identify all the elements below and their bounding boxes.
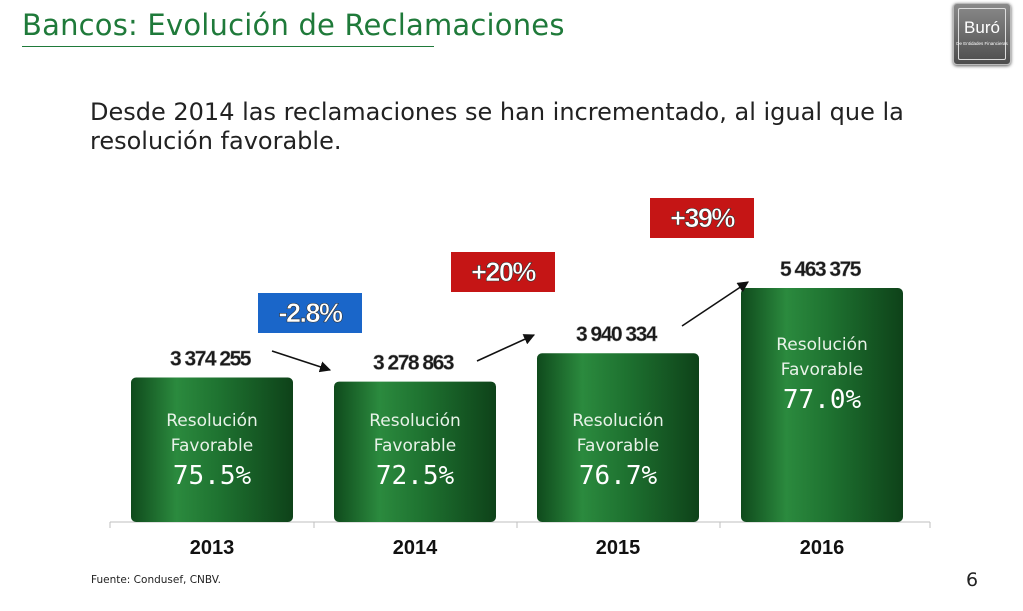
bar-2014 [334, 381, 496, 522]
change-label: +39% [670, 203, 735, 233]
value-label-2013: 3 374 255 [170, 347, 252, 370]
page-number: 6 [966, 569, 979, 591]
bar-resolution-value: 72.5% [376, 461, 455, 491]
logo-name: Buró [964, 18, 1000, 37]
bar-2016 [741, 288, 903, 522]
change-badge [650, 198, 754, 238]
title-underline [22, 46, 434, 47]
value-label-2015: 3 940 334 [576, 323, 658, 346]
bar-resolution-value: 75.5% [173, 461, 252, 491]
buro-logo: Buró De Entidades Financieras [953, 3, 1011, 65]
change-label: +20% [471, 257, 536, 287]
bar-resolution-value: 77.0% [783, 385, 862, 415]
bar-text-favorable: Favorable [374, 436, 456, 456]
category-label-2014: 2014 [393, 537, 438, 559]
bar-text-resolucion: Resolución [369, 411, 461, 431]
value-label-2014: 3 278 863 [373, 352, 454, 375]
bar-2015 [537, 353, 699, 522]
value-label-2016: 5 463 375 [780, 258, 862, 281]
bar-resolution-value: 76.7% [579, 461, 658, 491]
logo-subtitle: De Entidades Financieras [956, 41, 1008, 46]
slide-subtitle: Desde 2014 las reclamaciones se han incr… [90, 98, 904, 155]
category-label-2016: 2016 [800, 537, 845, 559]
bar-text-resolucion: Resolución [572, 411, 664, 431]
bar-text-favorable: Favorable [171, 436, 253, 456]
category-label-2015: 2015 [596, 537, 641, 559]
change-arrow [476, 334, 536, 362]
change-label: -2.8% [278, 298, 343, 328]
slide-title: Bancos: Evolución de Reclamaciones [22, 8, 565, 42]
change-arrow [681, 281, 749, 327]
bar-text-resolucion: Resolución [776, 335, 868, 355]
change-badge [258, 293, 362, 333]
bar-text-resolucion: Resolución [166, 411, 258, 431]
source-note: Fuente: Condusef, CNBV. [91, 574, 221, 586]
category-label-2013: 2013 [190, 537, 235, 559]
bar-2013 [131, 377, 293, 522]
change-arrow [271, 350, 332, 373]
bar-text-favorable: Favorable [781, 360, 863, 380]
change-badge [451, 252, 555, 292]
logo-frame [958, 8, 1006, 60]
bar-text-favorable: Favorable [577, 436, 659, 456]
